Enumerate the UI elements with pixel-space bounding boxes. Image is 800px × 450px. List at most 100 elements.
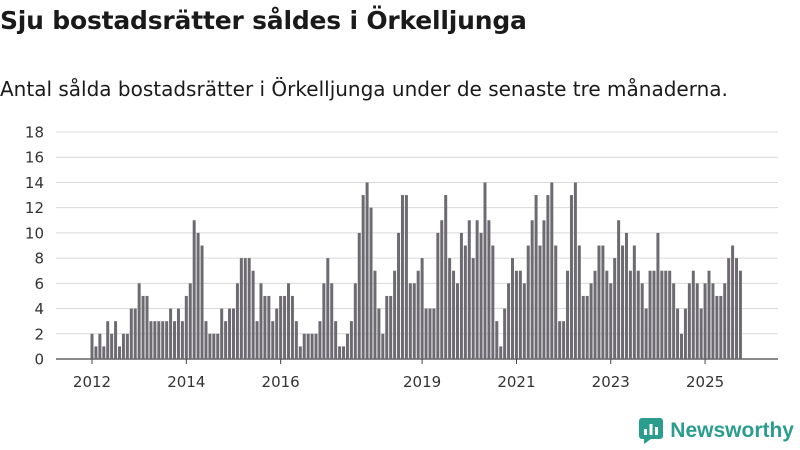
bar: [683, 308, 687, 359]
bar: [542, 220, 546, 359]
bar-chart: 0 2 4 6 8 10 12 14 16 18 2012 2014 2016 2019 2021 2023…: [25, 0, 778, 391]
y-tick-label: 16: [25, 149, 44, 167]
bar: [137, 283, 141, 359]
bar: [526, 245, 530, 359]
bar: [145, 295, 149, 359]
bar: [404, 195, 408, 359]
bar: [251, 270, 255, 359]
bar: [141, 295, 145, 359]
bar: [161, 321, 165, 359]
bar: [180, 321, 184, 359]
bar-series: [90, 182, 742, 359]
bar: [106, 321, 110, 359]
y-tick-label: 18: [25, 124, 44, 142]
bar: [715, 295, 719, 359]
x-tick-label: 2021: [497, 373, 535, 391]
bar: [110, 333, 114, 359]
bar: [463, 245, 467, 359]
bar: [444, 195, 448, 359]
y-tick-label: 2: [34, 325, 44, 343]
bar: [550, 182, 554, 359]
y-tick-label: 4: [34, 300, 44, 318]
bar: [302, 333, 306, 359]
bar: [731, 245, 735, 359]
bar: [687, 283, 691, 359]
bar: [255, 321, 259, 359]
x-tick-label: 2023: [592, 373, 630, 391]
bar: [597, 245, 601, 359]
bar: [184, 295, 188, 359]
bar: [518, 270, 522, 359]
bar: [428, 308, 432, 359]
bar: [275, 308, 279, 359]
bar: [412, 283, 416, 359]
data-label-latest: 7: [740, 0, 750, 4]
bar: [585, 295, 589, 359]
bar: [345, 333, 349, 359]
bar: [212, 333, 216, 359]
brand-name: Newsworthy: [670, 419, 794, 442]
bar: [381, 333, 385, 359]
bar: [727, 258, 731, 359]
bar: [94, 346, 98, 359]
bar: [448, 258, 452, 359]
bar: [200, 245, 204, 359]
bar: [459, 232, 463, 359]
bar: [290, 295, 294, 359]
bar: [342, 346, 346, 359]
bar: [562, 321, 566, 359]
bar: [483, 182, 487, 359]
bar: [452, 270, 456, 359]
bar: [613, 258, 617, 359]
bar: [672, 283, 676, 359]
x-tick-label: 2019: [403, 373, 441, 391]
bar: [636, 270, 640, 359]
bar: [196, 232, 200, 359]
bar: [569, 195, 573, 359]
bar: [133, 308, 137, 359]
bar: [228, 308, 232, 359]
bar: [530, 220, 534, 359]
bar: [369, 207, 373, 359]
bar: [723, 283, 727, 359]
annotations: 7: [740, 0, 750, 4]
bar: [239, 258, 243, 359]
bar: [373, 270, 377, 359]
bar: [318, 321, 322, 359]
y-tick-label: 6: [34, 275, 44, 293]
bar: [644, 308, 648, 359]
bar: [165, 321, 169, 359]
bar: [652, 270, 656, 359]
bar: [601, 245, 605, 359]
bar: [283, 295, 287, 359]
bar: [365, 182, 369, 359]
bar: [668, 270, 672, 359]
x-axis: 2012 2014 2016 2019 2021 2023 2025: [73, 359, 724, 391]
bar: [628, 270, 632, 359]
bar: [306, 333, 310, 359]
bar: [121, 333, 125, 359]
bar: [385, 295, 389, 359]
bar: [294, 321, 298, 359]
bar: [593, 270, 597, 359]
bar: [118, 346, 122, 359]
bar: [699, 308, 703, 359]
bar: [522, 283, 526, 359]
bar: [235, 283, 239, 359]
bar: [507, 283, 511, 359]
bar: [554, 245, 558, 359]
bar: [581, 295, 585, 359]
x-tick-label: 2014: [167, 373, 205, 391]
bar: [314, 333, 318, 359]
bar: [738, 270, 742, 359]
bar: [719, 295, 723, 359]
bar: [220, 308, 224, 359]
bar: [408, 283, 412, 359]
brand-logo: Newsworthy: [639, 418, 794, 444]
bar: [605, 270, 609, 359]
bar: [538, 245, 542, 359]
bar: [357, 232, 361, 359]
bar: [322, 283, 326, 359]
bar: [271, 321, 275, 359]
bar: [609, 283, 613, 359]
